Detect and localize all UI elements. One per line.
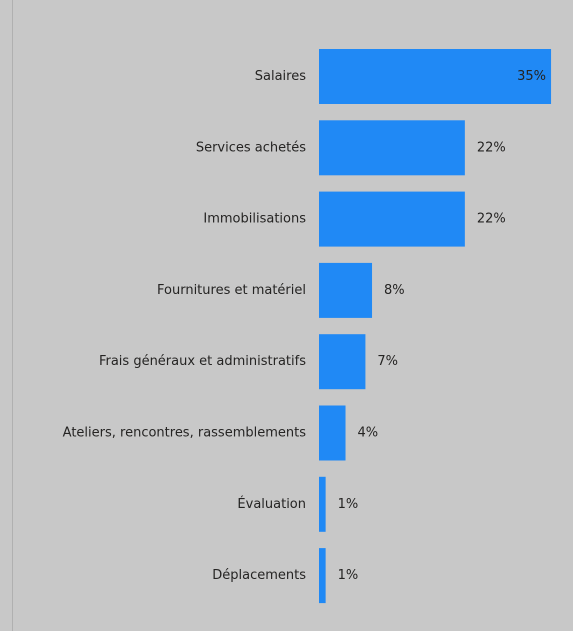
bar [319,405,346,461]
value-label: 22% [477,212,506,227]
category-label: Salaires [255,69,306,84]
value-label: 4% [358,426,379,441]
value-label: 7% [377,354,398,369]
value-label: 35% [517,69,546,84]
category-label: Services achetés [196,140,306,155]
category-label: Déplacements [212,568,306,583]
bar [319,476,326,532]
bar [319,191,465,247]
value-label: 8% [384,283,405,298]
category-label: Ateliers, rencontres, rassemblements [63,426,307,441]
value-label: 1% [338,568,359,583]
category-label: Évaluation [237,496,306,512]
value-label: 1% [338,497,359,512]
category-label: Frais généraux et administratifs [99,354,306,369]
bar [319,262,373,318]
category-label: Fournitures et matériel [157,283,306,298]
value-label: 22% [477,140,506,155]
bar [319,120,465,176]
bar [319,49,552,104]
bar [319,334,366,390]
category-label: Immobilisations [203,212,306,227]
bar [319,548,326,604]
